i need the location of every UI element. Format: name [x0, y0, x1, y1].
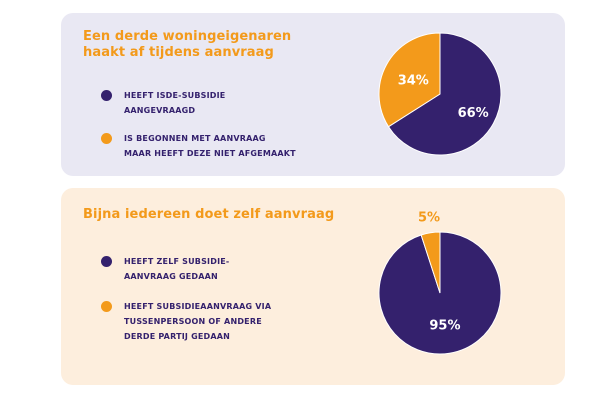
card-title-line: Bijna iedereen doet zelf aanvraag [83, 207, 335, 222]
legend-label: HEEFT SUBSIDIEAANVRAAG VIA TUSSENPERSOON… [124, 299, 271, 344]
pie-slice [378, 231, 502, 355]
pie-slice [378, 32, 441, 128]
pie-slice-label: 5% [418, 211, 440, 226]
legend-label-line: HEEFT SUBSIDIEAANVRAAG VIA [124, 302, 272, 311]
pie-chart-self-application: 95% 5% [378, 211, 502, 355]
card-title-line: Een derde woningeigenaren [83, 29, 292, 44]
chart-card-dropout: Een derde woningeigenaren haakt af tijde… [61, 13, 565, 176]
card-title-line: haakt af tijdens aanvraag [83, 45, 274, 60]
pie-slice [420, 231, 441, 294]
pie-slice-label: 34% [398, 73, 429, 88]
legend-label-line: AANGEVRAAGD [124, 106, 196, 115]
legend-swatch [101, 133, 112, 144]
legend-swatch [101, 301, 112, 312]
pie-chart-dropout: 66% 34% [378, 32, 502, 156]
chart-card-self-application: Bijna iedereen doet zelf aanvraag HEEFT … [61, 188, 565, 385]
card-title: Een derde woningeigenaren haakt af tijde… [83, 29, 291, 61]
card-title: Bijna iedereen doet zelf aanvraag [83, 207, 334, 223]
legend-label-line: DERDE PARTIJ GEDAAN [124, 332, 231, 341]
pie-slice-label: 66% [458, 106, 489, 121]
legend-label-line: AANVRAAG GEDAAN [124, 272, 218, 281]
legend-label: IS BEGONNEN MET AANVRAAG MAAR HEEFT DEZE… [124, 131, 296, 161]
legend-label-line: HEEFT ISDE-SUBSIDIE [124, 91, 226, 100]
legend-label-line: TUSSENPERSOON OF ANDERE [124, 317, 262, 326]
legend-label-line: HEEFT ZELF SUBSIDIE- [124, 257, 230, 266]
pie-slice [387, 32, 502, 156]
legend-label: HEEFT ZELF SUBSIDIE- AANVRAAG GEDAAN [124, 254, 229, 284]
legend-swatch [101, 90, 112, 101]
legend-swatch [101, 256, 112, 267]
legend-label: HEEFT ISDE-SUBSIDIE AANGEVRAAGD [124, 88, 225, 118]
legend-label-line: IS BEGONNEN MET AANVRAAG [124, 134, 266, 143]
legend-label-line: MAAR HEEFT DEZE NIET AFGEMAAKT [124, 149, 296, 158]
pie-slice-label: 95% [429, 318, 460, 333]
